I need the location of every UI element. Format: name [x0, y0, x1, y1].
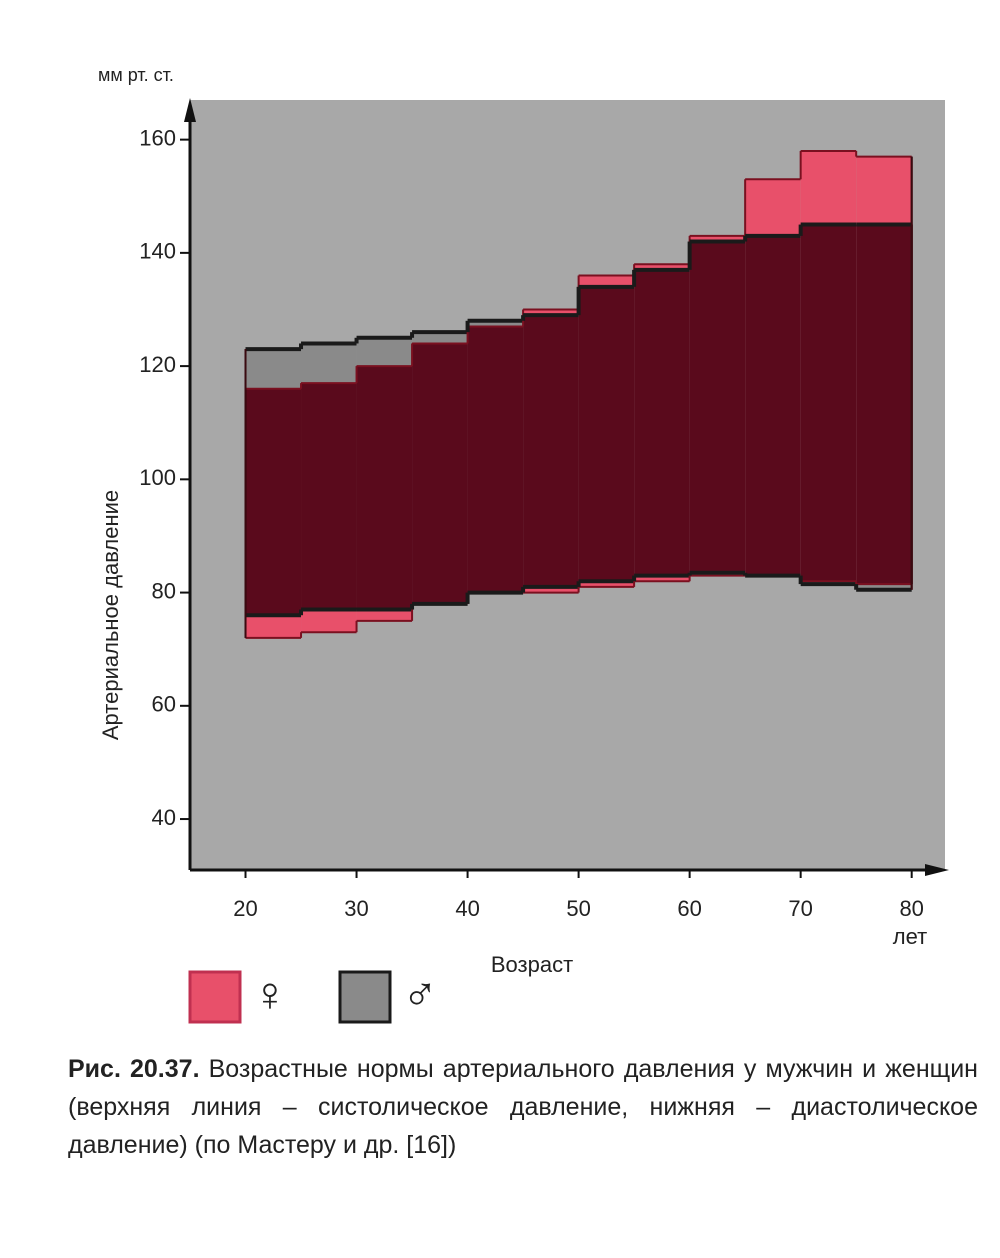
overlap [412, 343, 468, 604]
legend-swatch [188, 970, 242, 1024]
legend-swatch [338, 970, 392, 1024]
x-unit: лет [893, 924, 927, 949]
x-tick-label: 60 [677, 896, 701, 921]
overlap [634, 269, 690, 576]
overlap [689, 241, 746, 573]
x-tick-label: 70 [788, 896, 812, 921]
x-axis-label: Возраст [491, 952, 573, 977]
y-tick-label: 140 [139, 239, 176, 264]
x-tick-label: 80 [899, 896, 923, 921]
y-tick-label: 60 [152, 692, 176, 717]
overlap [800, 224, 857, 582]
y-tick-label: 80 [152, 578, 176, 603]
x-tick-label: 30 [344, 896, 368, 921]
caption: Рис. 20.37. Возрастные нормы артериально… [68, 1050, 978, 1164]
overlap [301, 383, 357, 610]
overlap [245, 388, 302, 616]
x-axis-arrow [925, 864, 949, 876]
overlap [578, 286, 635, 582]
caption-label: Рис. 20.37. [68, 1055, 200, 1083]
x-tick-label: 20 [233, 896, 257, 921]
y-tick-label: 100 [139, 465, 176, 490]
y-axis-arrow [184, 98, 196, 122]
y-tick-label: 160 [139, 125, 176, 150]
legend-label: ♀ [252, 969, 288, 1022]
overlap [856, 224, 912, 585]
caption-text: Возрастные нормы артериального давления … [68, 1055, 978, 1159]
y-unit: мм рт. ст. [98, 65, 174, 85]
y-tick-label: 40 [152, 805, 176, 830]
x-tick-label: 50 [566, 896, 590, 921]
x-tick-label: 40 [455, 896, 479, 921]
y-axis-label: Артериальное давление [98, 490, 123, 740]
legend-label: ♂ [402, 969, 438, 1022]
y-tick-label: 120 [139, 352, 176, 377]
overlap [467, 326, 524, 593]
overlap [356, 366, 413, 610]
chart: мм рт. ст. Артериальное давление Возраст… [98, 65, 949, 1024]
overlap [523, 315, 579, 587]
overlap [745, 235, 801, 576]
